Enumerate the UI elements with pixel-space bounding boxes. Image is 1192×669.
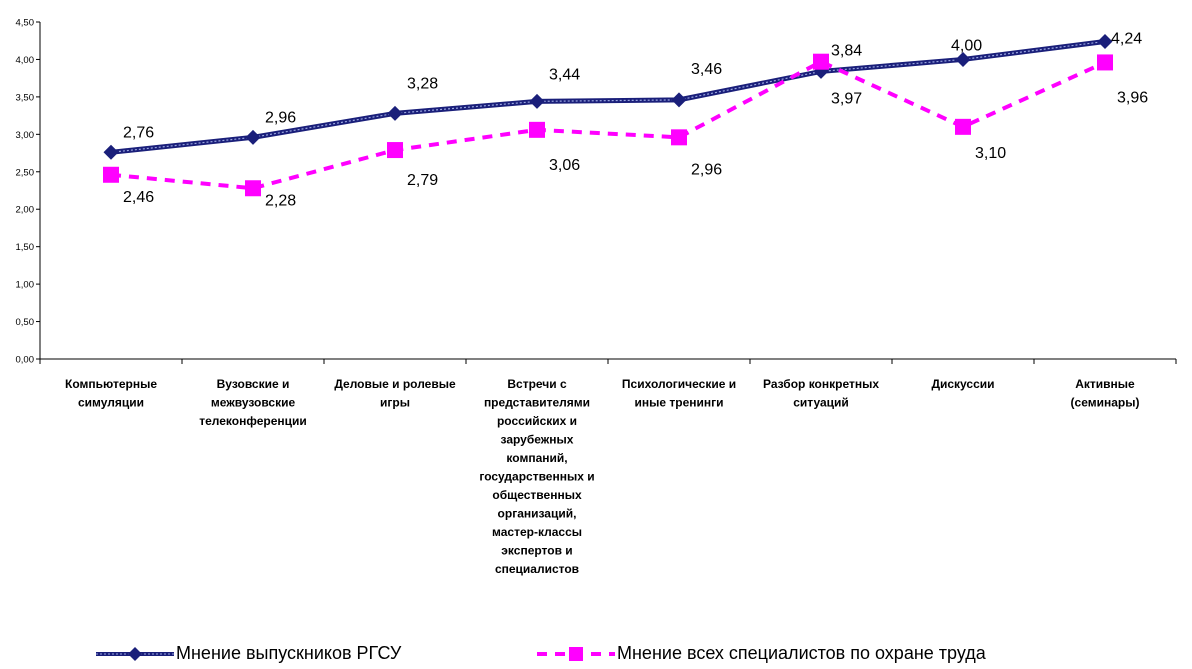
y-tick-label: 0,00	[16, 355, 35, 366]
y-tick-label: 4,50	[16, 18, 35, 29]
series-specialists-point	[387, 142, 403, 159]
legend-item-graduates: Мнение выпускников РГСУ	[96, 643, 401, 664]
series-graduates-point	[245, 129, 261, 145]
legend-label-graduates: Мнение выпускников РГСУ	[176, 643, 402, 663]
x-category-label: Вузовские и межвузовские телеконференции	[199, 377, 307, 428]
series-graduates-data-label: 4,00	[951, 37, 982, 54]
y-tick-label: 1,00	[16, 280, 35, 291]
x-category-label: Деловые и ролевые игры	[334, 377, 456, 410]
y-tick-label: 4,00	[16, 55, 35, 66]
series-graduates-data-label: 4,24	[1111, 30, 1142, 47]
series-specialists-point	[103, 166, 119, 183]
y-tick-label: 1,50	[16, 242, 35, 253]
series-specialists-data-label: 2,79	[407, 172, 438, 189]
series-specialists-line	[110, 59, 1106, 191]
legend-graduates-swatch	[96, 646, 174, 661]
series-graduates-point	[103, 144, 119, 160]
series-specialists-data-label: 2,96	[691, 161, 722, 178]
series-specialists-data-label: 3,96	[1117, 89, 1148, 106]
series-graduates-data-label: 2,76	[123, 124, 154, 141]
series-specialists-data-label: 2,46	[123, 189, 154, 206]
series-specialists-point	[671, 129, 687, 146]
series-specialists-data-label: 3,10	[975, 145, 1006, 162]
series-specialists-data-label: 3,97	[831, 91, 862, 108]
x-category-label: Компьютерные симуляции	[65, 377, 157, 410]
series-graduates-data-label: 3,28	[407, 75, 438, 92]
y-tick-label: 3,00	[16, 130, 35, 141]
series-graduates-line-texture	[110, 40, 1106, 153]
y-tick-label: 0,50	[16, 317, 35, 328]
series-graduates-point	[1097, 33, 1113, 49]
series-specialists-point	[529, 121, 545, 138]
x-category-label: Дискуссии	[931, 377, 994, 391]
series-graduates-data-label: 3,46	[691, 61, 722, 78]
series-specialists-data-label: 2,28	[265, 192, 296, 209]
x-category-label: Психологические и иные тренинги	[622, 377, 736, 410]
x-category-label: Встречи с представителями российских и зару…	[479, 377, 594, 576]
series-graduates-point	[671, 92, 687, 108]
series-graduates-point	[955, 51, 971, 67]
series-specialists-point	[1097, 54, 1113, 71]
y-tick-label: 2,50	[16, 167, 35, 178]
series-graduates-point	[387, 105, 403, 121]
series-specialists-point	[955, 118, 971, 135]
x-category-label: Разбор конкретных ситуаций	[763, 377, 879, 410]
x-category-label: Активные (семинары)	[1071, 377, 1140, 410]
series-graduates-line	[110, 38, 1106, 155]
series-graduates-data-label: 3,84	[831, 42, 862, 59]
series-graduates-data-label: 2,96	[265, 109, 296, 126]
legend-item-specialists: Мнение всех специалистов по охране труда	[537, 643, 986, 664]
series-graduates-data-label: 3,44	[549, 66, 580, 83]
legend-specialists-swatch	[537, 646, 615, 661]
series-graduates-point	[529, 93, 545, 109]
series-specialists-point	[245, 180, 261, 197]
y-tick-label: 2,00	[16, 205, 35, 216]
y-tick-label: 3,50	[16, 92, 35, 103]
series-specialists-data-label: 3,06	[549, 157, 580, 174]
series-specialists-point	[813, 53, 829, 70]
legend-label-specialists: Мнение всех специалистов по охране труда	[617, 643, 986, 663]
